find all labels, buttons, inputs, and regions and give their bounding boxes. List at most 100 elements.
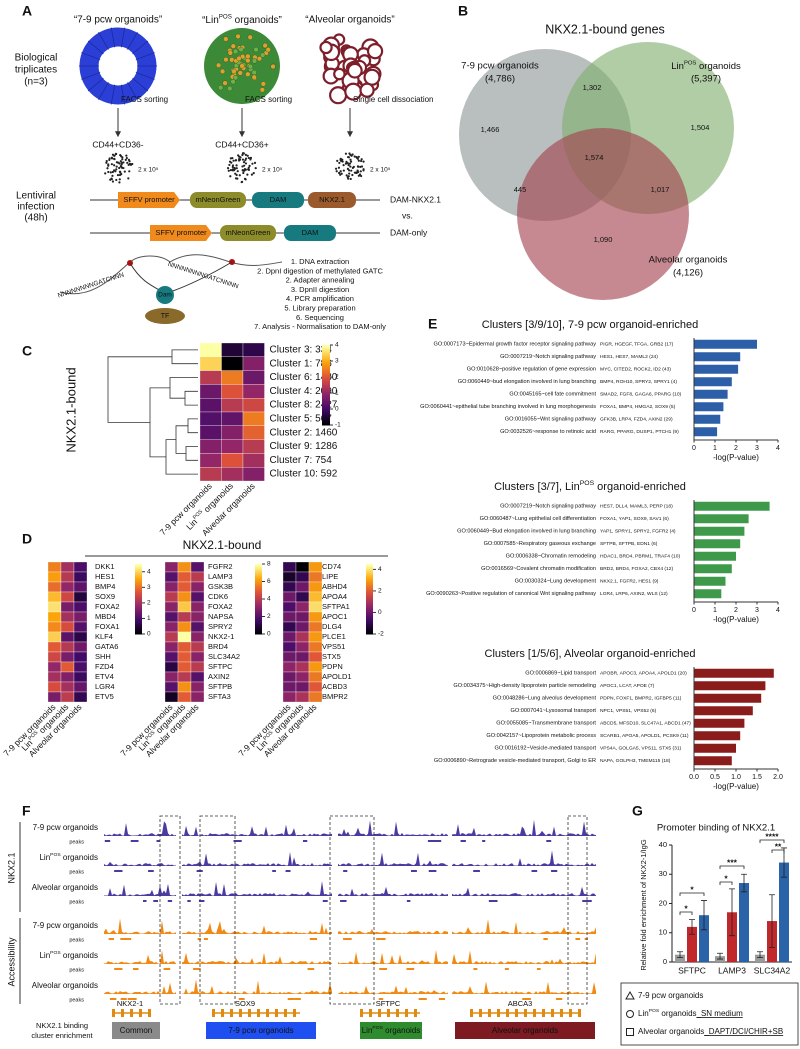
bar (687, 926, 697, 962)
part-label: SFFV promoter (123, 195, 175, 204)
sig-bracket (719, 881, 733, 885)
colorbar-step (255, 616, 262, 619)
heatmap-cell (199, 356, 222, 371)
tick-label: 1.5 (752, 774, 762, 781)
peak-call (343, 938, 352, 940)
tick-label: 0 (692, 607, 696, 614)
heatmap-cell (295, 631, 310, 643)
colorbar-step (366, 628, 373, 631)
cell (227, 50, 233, 56)
cell-dot (107, 164, 110, 167)
colorbar-step (322, 371, 330, 374)
colorbar-step (255, 624, 262, 627)
tick-label: 0.5 (710, 774, 720, 781)
colorbar-step (322, 359, 330, 362)
cell-dot (341, 160, 344, 163)
heatmap-cell (73, 641, 88, 653)
gene-list: HDAC1, BRD4, PBRM1, TRAF4 (10) (600, 554, 680, 560)
colorbar-label: 1 (335, 390, 339, 397)
cell-dot (347, 163, 350, 167)
colorbar-step (322, 389, 330, 392)
construct-part (252, 192, 304, 208)
region-count: 1,466 (481, 125, 500, 134)
construct-name: DAM-NKX2.1 (390, 194, 441, 204)
go-term: GO:0060449~bud elongation involved in lu… (458, 379, 596, 385)
heatmap-cell (60, 591, 75, 603)
cell-dot (235, 173, 238, 177)
heatmap-cell (295, 681, 310, 693)
part-label: DAM (302, 228, 319, 237)
cell (363, 68, 381, 86)
heatmap-cell (177, 561, 192, 573)
colorbar-step (322, 393, 330, 396)
marker-label: CD44+CD36- (92, 139, 143, 149)
gene-list: FOXA1, BMP4, HMGA2, SOX9 (5) (600, 404, 676, 410)
part-label: mNeonGreen (225, 228, 270, 237)
cell-dot (250, 173, 254, 176)
peak-call (163, 968, 171, 970)
cell (231, 68, 237, 74)
colorbar-step (135, 626, 142, 629)
gene-label: KLF4 (95, 632, 113, 641)
colorbar-step (135, 564, 142, 567)
heatmap-cell (177, 591, 192, 603)
colorbar-step (135, 590, 142, 593)
cell-dot (234, 177, 238, 180)
sig-label: *** (727, 857, 738, 867)
dna-seq: NNNNNNNNGATCNNN (57, 271, 125, 299)
cell-dot (244, 153, 247, 156)
gene-label: CD74 (322, 562, 341, 571)
construct-part (150, 225, 212, 241)
cell-dot (120, 155, 123, 158)
cell-dot (245, 157, 248, 160)
cell-dot (251, 162, 254, 165)
axis-label: Relative fold enrichment of NKX2-1/IgG (639, 839, 648, 970)
peak-call (285, 870, 291, 872)
heatmap-cell (73, 651, 88, 663)
cell-dot (114, 152, 118, 155)
gene-label: MBD4 (95, 612, 116, 621)
gene-list: SMAD2, FGF8, GAGA6, PPARG (10) (600, 392, 682, 398)
peak-call (378, 998, 384, 1000)
peak-call (238, 998, 245, 1000)
gene-list: VPS4A, GOLGA5, VPS11, STX5 (31) (600, 746, 682, 752)
legend-marker (626, 1010, 634, 1018)
exon (405, 1009, 408, 1017)
cell-dot (116, 173, 120, 177)
colorbar-step (322, 409, 330, 412)
colorbar-label: 4 (267, 596, 271, 603)
cell (247, 34, 253, 40)
gene-label: APOA4 (322, 592, 347, 601)
colorbar-step (366, 632, 373, 635)
heatmap-cell (164, 641, 179, 653)
colorbar-step (255, 612, 262, 615)
venn-title: NKX2.1-bound genes (545, 22, 665, 36)
exon (560, 1009, 563, 1017)
bar (694, 501, 770, 511)
cell-dot (246, 154, 249, 157)
peak-call (203, 938, 208, 940)
colorbar-step (366, 602, 373, 605)
colorbar-step (366, 590, 373, 593)
peak-call (104, 840, 111, 842)
heatmap-cell (308, 661, 323, 673)
cell-dot (105, 161, 108, 164)
heatmap-cell (282, 691, 297, 703)
cell-dot (249, 158, 252, 161)
exon (497, 1009, 500, 1017)
signal-track (104, 982, 176, 994)
colorbar-step (322, 369, 330, 372)
colorbar-step (366, 626, 373, 629)
cell-dot (345, 160, 348, 164)
signal-track (452, 950, 596, 964)
colorbar-label: 8 (267, 561, 271, 568)
bar (694, 576, 726, 586)
heatmap-cell (190, 641, 205, 653)
colorbar-step (322, 395, 330, 398)
colorbar-step (135, 570, 142, 573)
cell-dot (339, 173, 342, 176)
gene-list: BRD2, BRD4, FOXA2, CBX4 (12) (600, 566, 673, 572)
colorbar-step (255, 628, 262, 631)
heatmap-cell (164, 681, 179, 693)
colorbar-step (366, 622, 373, 625)
